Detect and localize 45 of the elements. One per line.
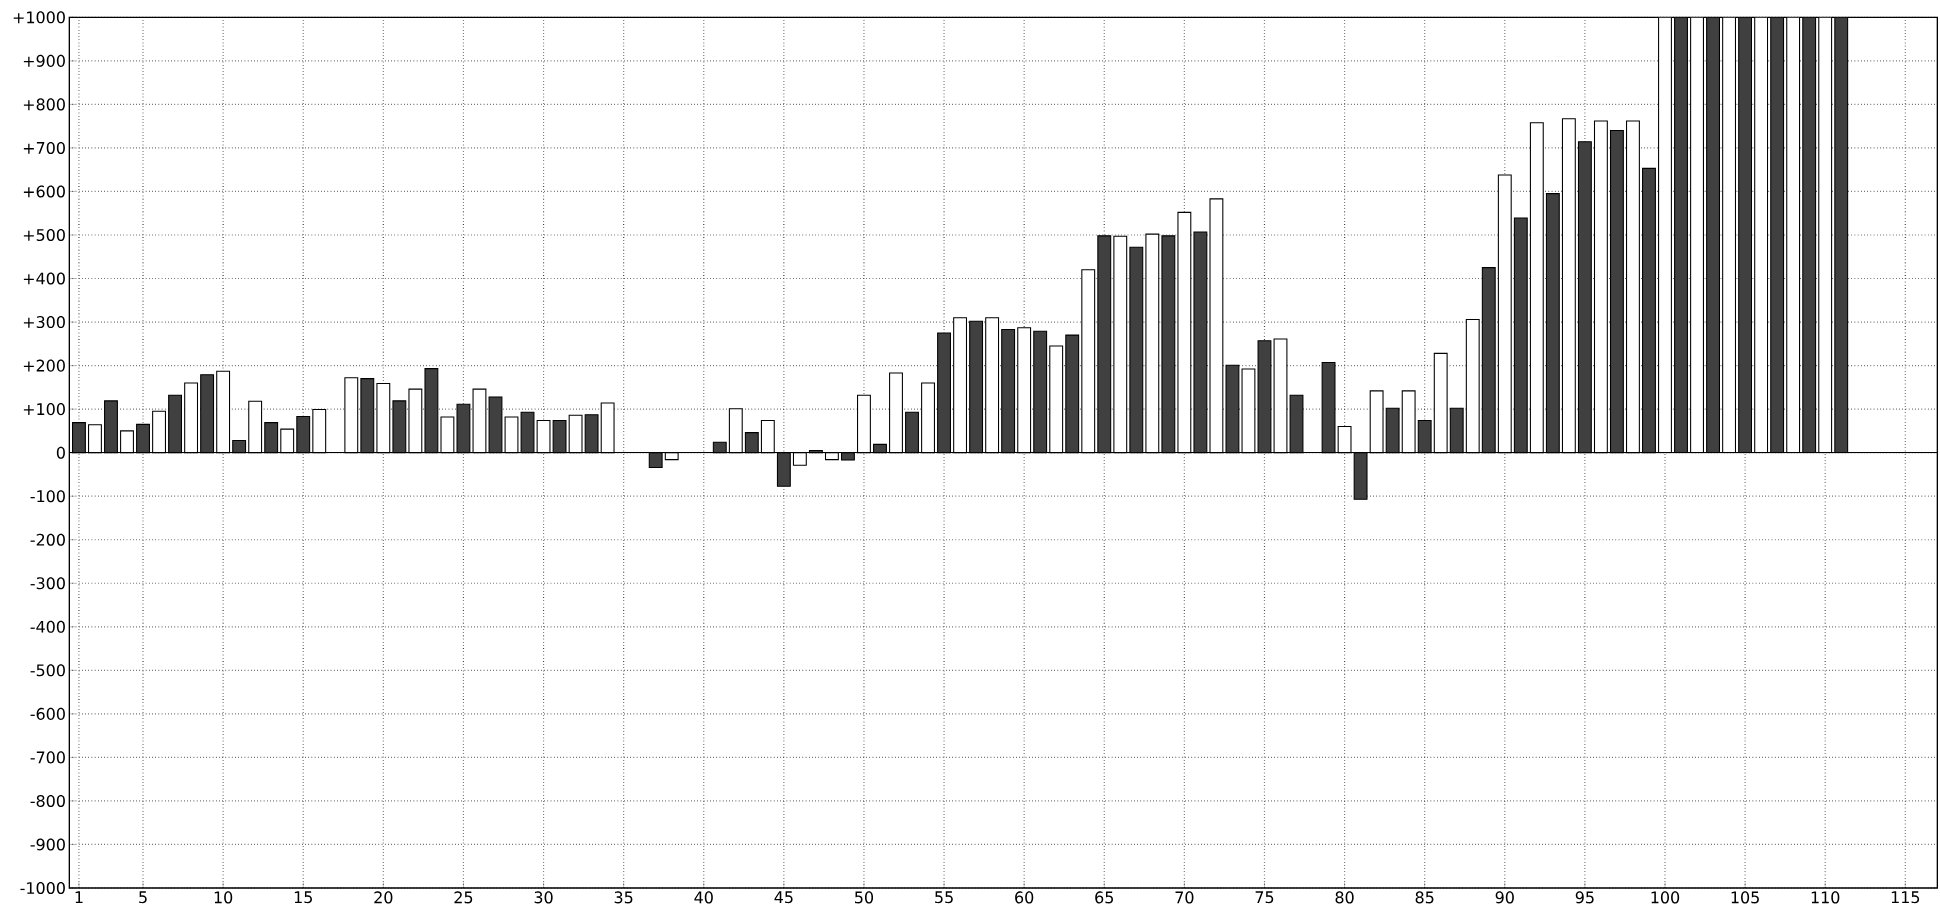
x-tick-label: 15: [294, 891, 312, 904]
y-tick-label: +600: [23, 185, 65, 198]
x-tick-label: 5: [139, 891, 147, 904]
y-tick-label: -300: [30, 577, 65, 590]
x-tick-label: 35: [614, 891, 633, 904]
y-tick-label: -800: [30, 794, 65, 807]
x-tick-label: 1: [75, 891, 83, 903]
y-tick-label: +900: [23, 54, 65, 67]
y-tick-label: +400: [23, 272, 65, 285]
x-tick-label: 40: [694, 891, 713, 904]
x-tick-label: 20: [374, 891, 393, 904]
y-tick-label: -900: [30, 838, 65, 851]
y-tick-label: +800: [23, 98, 65, 111]
x-tick-label: 10: [214, 891, 233, 904]
x-tick-label: 30: [534, 891, 553, 904]
x-tick-label: 25: [454, 891, 473, 904]
y-tick-label: -1000: [20, 881, 65, 895]
x-tick-label: 80: [1335, 891, 1354, 904]
y-tick-label: +300: [23, 316, 65, 329]
x-tick-label: 65: [1095, 891, 1114, 904]
y-tick-label: +100: [23, 403, 65, 416]
x-tick-label: 95: [1575, 891, 1594, 904]
y-tick-label: -200: [30, 533, 65, 546]
y-tick-label: +200: [23, 359, 65, 372]
x-tick-label: 70: [1175, 891, 1194, 904]
y-tick-label: -100: [30, 490, 65, 503]
x-tick-label: 115: [1891, 891, 1920, 904]
x-tick-label: 85: [1415, 891, 1434, 904]
x-tick-label: 60: [1015, 891, 1034, 904]
x-tick-label: 55: [935, 891, 953, 904]
x-tick-label: 75: [1255, 891, 1274, 904]
y-tick-label: 0: [56, 446, 65, 459]
x-tick-label: 105: [1731, 891, 1759, 904]
y-tick-label: -400: [30, 620, 65, 633]
y-tick-label: -500: [30, 664, 65, 677]
y-tick-label: +500: [23, 228, 65, 242]
y-tick-label: +1000: [13, 11, 65, 24]
x-tick-label: 110: [1811, 891, 1840, 904]
x-tick-label: 50: [855, 891, 874, 904]
y-tick-label: -600: [30, 707, 65, 720]
x-tick-label: 90: [1495, 891, 1514, 904]
x-tick-label: 45: [774, 891, 793, 904]
y-tick-label: -700: [30, 751, 65, 764]
y-tick-label: +700: [23, 141, 65, 154]
x-tick-label: 100: [1651, 891, 1680, 904]
